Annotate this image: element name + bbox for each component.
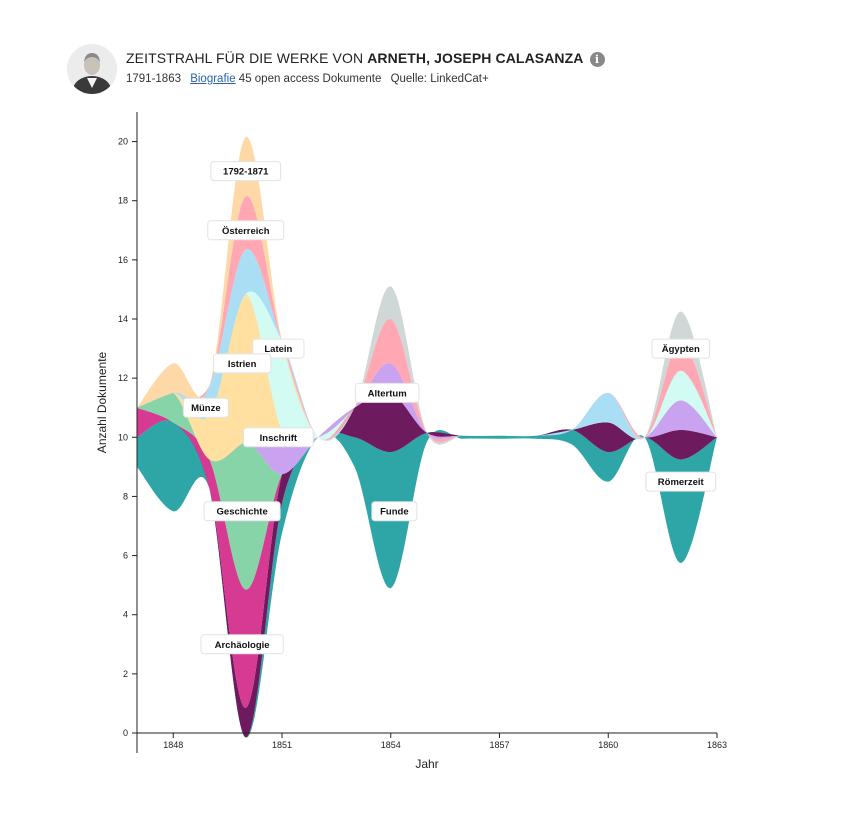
y-tick-label: 4 — [123, 610, 128, 620]
label-box — [645, 471, 717, 492]
info-icon[interactable]: i — [589, 52, 605, 67]
y-tick-label: 16 — [118, 255, 128, 265]
label-agypten: Ägypten — [651, 338, 710, 359]
label-box — [182, 397, 229, 418]
label-istrien: Istrien — [212, 353, 272, 374]
x-tick-label: 1854 — [381, 740, 401, 750]
label-text: Österreich — [222, 226, 270, 237]
y-tick-label: 18 — [118, 196, 128, 206]
y-axis-title: Anzahl Dokumente — [95, 351, 109, 453]
author-portrait-icon — [67, 44, 117, 94]
label-altertum: Altertum — [354, 382, 420, 403]
label-text: Altertum — [368, 388, 407, 399]
label-funde: Funde — [371, 501, 418, 522]
label-box — [210, 161, 282, 182]
label-1792-1871: 1792-1871 — [210, 161, 282, 182]
label-text: Funde — [380, 507, 409, 518]
title-prefix: ZEITSTRAHL FÜR DIE WERKE VON — [126, 50, 364, 66]
y-tick-label: 12 — [118, 373, 128, 383]
series-geschichte[interactable] — [137, 390, 717, 590]
x-tick-label: 1848 — [163, 740, 183, 750]
label-text: Münze — [191, 403, 221, 414]
y-tick-label: 14 — [118, 314, 128, 324]
label-box — [207, 220, 285, 241]
label-latein: Latein — [252, 338, 305, 359]
label-box — [203, 501, 281, 522]
life-years: 1791-1863 — [126, 73, 181, 85]
x-tick-label: 1857 — [489, 740, 509, 750]
series-romerzeit[interactable] — [137, 392, 717, 738]
label-box — [354, 382, 420, 403]
y-tick-label: 10 — [118, 432, 128, 442]
author-name: ARNETH, JOSEPH CALASANZA — [367, 50, 584, 66]
y-tick-label: 6 — [123, 551, 128, 561]
page-title: ZEITSTRAHL FÜR DIE WERKE VON ARNETH, JOS… — [126, 50, 605, 67]
data-source: Quelle: LinkedCat+ — [390, 73, 489, 85]
label-box — [212, 353, 272, 374]
label-box — [200, 634, 284, 655]
label-box — [371, 501, 418, 522]
series-istrien[interactable] — [137, 293, 717, 462]
label-archaologie: Archäologie — [200, 634, 284, 655]
x-tick-label: 1851 — [272, 740, 292, 750]
x-tick-label: 1863 — [707, 740, 727, 750]
label-text: Latein — [264, 344, 292, 355]
series-labels: 1792-1871 Österreich Latein Istrien Münze Ins… — [182, 161, 717, 655]
series-latein[interactable] — [137, 291, 717, 445]
author-avatar — [67, 44, 117, 94]
x-axis-title: Jahr — [415, 757, 438, 771]
series-funde[interactable] — [137, 420, 717, 738]
document-count: 45 open access Dokumente — [238, 73, 382, 85]
biography-link[interactable]: Biografie — [190, 73, 236, 85]
label-text: Archäologie — [215, 640, 270, 651]
label-romerzeit: Römerzeit — [645, 471, 717, 492]
y-tick-label: 20 — [118, 137, 128, 147]
header: ZEITSTRAHL FÜR DIE WERKE VON ARNETH, JOS… — [67, 44, 627, 94]
label-geschichte: Geschichte — [203, 501, 281, 522]
label-box — [651, 338, 710, 359]
label-text: Ägypten — [662, 344, 700, 355]
label-text: Inschrift — [260, 433, 298, 444]
y-tick-label: 8 — [123, 491, 128, 501]
y-tick-label: 0 — [123, 728, 128, 738]
label-text: Istrien — [228, 359, 257, 370]
label-text: Geschichte — [217, 507, 268, 518]
chart-axes: 0 2 4 6 8 10 12 14 16 18 20 1848 1851 1854 1857 1860 186… — [95, 112, 727, 771]
y-tick-label: 2 — [123, 669, 128, 679]
label-box — [252, 338, 305, 359]
label-osterreich: Österreich — [207, 220, 285, 241]
label-munze: Münze — [182, 397, 229, 418]
label-inschrift: Inschrift — [242, 427, 314, 448]
x-tick-label: 1860 — [598, 740, 618, 750]
label-box — [242, 427, 314, 448]
author-meta: 1791-1863 Biografie 45 open access Dokum… — [126, 73, 495, 85]
label-text: 1792-1871 — [223, 167, 269, 178]
label-text: Römerzeit — [658, 477, 705, 488]
